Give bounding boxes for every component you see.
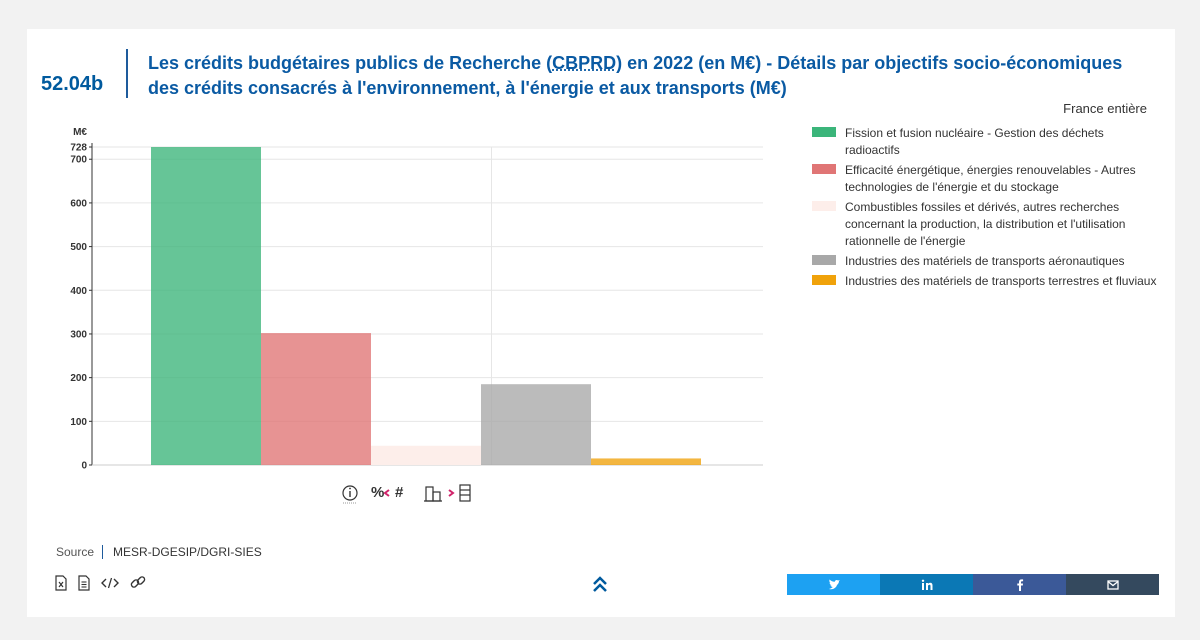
chart-header: 52.04b Les crédits budgétaires publics d…: [27, 47, 1175, 101]
y-tick-label-2: 200: [70, 373, 87, 384]
legend-label-1: Fission et fusion nucléaire - Gestion de…: [845, 126, 1104, 157]
double-chevron-up-icon: [593, 576, 607, 592]
bar-2[interactable]: [261, 333, 371, 465]
y-tick-label-0: 0: [81, 461, 87, 472]
share-twitter-button[interactable]: [787, 574, 880, 595]
info-icon[interactable]: [342, 485, 358, 501]
legend-item-2[interactable]: Efficacité énergétique, énergies renouve…: [812, 162, 1157, 196]
chart-legend: Fission et fusion nucléaire - Gestion de…: [812, 125, 1157, 293]
geographic-scope: France entière: [1063, 101, 1147, 116]
legend-item-4[interactable]: Industries des matériels de transports a…: [812, 253, 1157, 270]
bar-layout-icon[interactable]: [424, 486, 442, 502]
percent-toggle[interactable]: %: [371, 484, 384, 501]
y-tick-label-6: 600: [70, 198, 87, 209]
y-tick-label-1: 100: [70, 417, 87, 428]
toggle-arrow-right-icon: [448, 489, 455, 497]
scroll-top-button[interactable]: [591, 575, 609, 598]
share-linkedin-button[interactable]: [880, 574, 973, 595]
excel-file-icon[interactable]: [54, 575, 68, 591]
legend-label-2: Efficacité énergétique, énergies renouve…: [845, 163, 1136, 194]
stacked-layout-icon[interactable]: [459, 484, 471, 502]
legend-item-5[interactable]: Industries des matériels de transports t…: [812, 273, 1157, 290]
legend-swatch-1: [812, 127, 836, 137]
legend-swatch-3: [812, 201, 836, 211]
share-email-button[interactable]: [1066, 574, 1159, 595]
legend-swatch-2: [812, 164, 836, 174]
linkedin-icon: [921, 579, 932, 590]
legend-swatch-4: [812, 255, 836, 265]
header-divider: [126, 49, 128, 98]
bar-1[interactable]: [151, 147, 261, 465]
chart-title: Les crédits budgétaires publics de Reche…: [148, 51, 1158, 101]
legend-label-4: Industries des matériels de transports a…: [845, 254, 1125, 268]
title-abbreviation[interactable]: CBPRD: [552, 53, 617, 73]
bar-5[interactable]: [591, 458, 701, 465]
source-label: Source: [56, 545, 104, 559]
y-tick-label-4: 400: [70, 286, 87, 297]
title-part-2: ) en 2022 (en M€) - Détails par objectif…: [148, 53, 1123, 98]
share-facebook-button[interactable]: [973, 574, 1066, 595]
y-tick-label-8: 728: [70, 143, 87, 154]
legend-swatch-5: [812, 275, 836, 285]
count-toggle[interactable]: #: [395, 484, 404, 501]
facebook-icon: [1016, 578, 1023, 591]
y-tick-label-5: 500: [70, 242, 87, 253]
legend-label-5: Industries des matériels de transports t…: [845, 274, 1157, 288]
twitter-icon: [828, 579, 840, 589]
email-icon: [1106, 579, 1119, 590]
chart-tools: % #: [341, 481, 501, 505]
source-line: Source MESR-DGESIP/DGRI-SIES: [56, 545, 262, 559]
y-tick-label-7: 700: [70, 155, 87, 166]
y-axis-label: M€: [73, 127, 87, 138]
source-value: MESR-DGESIP/DGRI-SIES: [113, 545, 262, 559]
legend-item-1[interactable]: Fission et fusion nucléaire - Gestion de…: [812, 125, 1157, 159]
legend-item-3[interactable]: Combustibles fossiles et dérivés, autres…: [812, 199, 1157, 250]
title-part-1: Les crédits budgétaires publics de Reche…: [148, 53, 553, 73]
legend-label-3: Combustibles fossiles et dérivés, autres…: [845, 200, 1126, 248]
link-icon[interactable]: [129, 575, 147, 591]
download-icons: [54, 575, 147, 591]
embed-code-icon[interactable]: [100, 575, 120, 591]
share-bar: [787, 574, 1159, 595]
chart-code: 52.04b: [41, 73, 104, 95]
bar-4[interactable]: [481, 384, 591, 465]
bar-3[interactable]: [371, 445, 481, 465]
y-tick-label-3: 300: [70, 329, 87, 340]
chart-tools-svg: % #: [342, 484, 471, 504]
toggle-arrow-left-icon: [383, 489, 390, 497]
document-icon[interactable]: [77, 575, 91, 591]
chart-card: 52.04b Les crédits budgétaires publics d…: [27, 29, 1175, 617]
